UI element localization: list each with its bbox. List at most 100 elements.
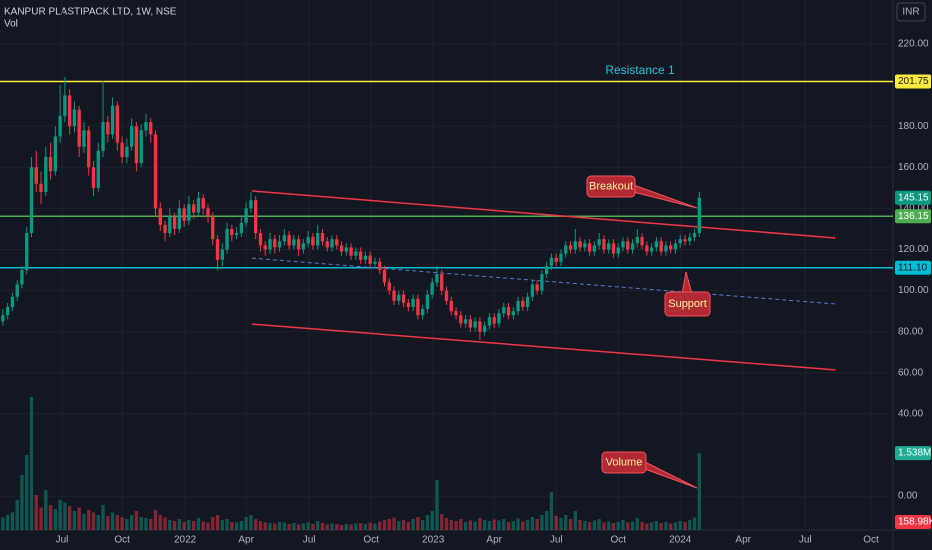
- candle-body: [616, 247, 620, 254]
- volume-bar: [330, 523, 334, 530]
- x-tick-label: Jul: [550, 535, 563, 546]
- candle-body: [678, 239, 682, 244]
- y-tick-label: 0.00: [898, 491, 918, 502]
- volume-bar: [120, 517, 124, 530]
- x-tick-label: Apr: [486, 535, 502, 546]
- volume-bar: [110, 512, 115, 530]
- candle-body: [330, 239, 334, 248]
- volume-bar: [554, 516, 558, 530]
- x-tick-label: Oct: [363, 535, 379, 546]
- x-tick-label: 2024: [669, 535, 692, 546]
- volume-bar: [158, 515, 162, 530]
- candle-body: [177, 208, 182, 229]
- volume-bar: [244, 517, 248, 530]
- candle-body: [487, 317, 492, 326]
- candle-body: [263, 245, 267, 250]
- y-tick-label: 220.00: [898, 39, 929, 50]
- volume-bar: [63, 502, 67, 530]
- candle-body: [239, 222, 244, 234]
- volume-bar: [339, 525, 344, 530]
- candle-body: [516, 300, 520, 312]
- candle-body: [220, 249, 224, 260]
- volume-bar: [363, 524, 368, 530]
- volume-bar: [306, 522, 310, 530]
- candle-body: [540, 274, 544, 291]
- candle-body: [492, 317, 496, 324]
- price-tag-bg: [895, 515, 931, 530]
- candle-body: [654, 241, 659, 248]
- candle-body: [530, 284, 535, 297]
- candle-body: [301, 243, 306, 250]
- volume-bar: [192, 521, 196, 530]
- candle-body: [378, 261, 382, 271]
- volume-bar: [211, 517, 215, 530]
- candle-body: [335, 239, 339, 246]
- candle-body: [392, 290, 396, 301]
- candle-body: [549, 257, 554, 266]
- resistance-label: Resistance 1: [605, 63, 675, 77]
- candle-body: [568, 245, 573, 250]
- candle-body: [468, 319, 473, 328]
- candle-body: [20, 270, 24, 285]
- price-tag: 145.15: [898, 192, 929, 203]
- volume-bar: [87, 510, 91, 530]
- y-tick-label: 180.00: [898, 121, 929, 132]
- volume-bar: [96, 515, 100, 530]
- candle-body: [316, 233, 320, 246]
- volume-bar: [239, 521, 244, 530]
- volume-bar: [382, 520, 387, 530]
- volume-bar: [678, 521, 682, 530]
- volume-bar: [149, 519, 153, 530]
- volume-bar: [697, 453, 701, 530]
- volume-bar: [578, 520, 582, 530]
- volume-bar: [664, 522, 668, 530]
- volume-bar: [688, 520, 692, 530]
- y-tick-label: 80.00: [898, 326, 923, 337]
- candle-body: [635, 237, 639, 244]
- volume-bar: [549, 492, 554, 530]
- volume-bar: [44, 490, 48, 530]
- candle-body: [234, 233, 239, 236]
- volume-bar: [287, 524, 291, 530]
- price-tag-bg: [895, 446, 931, 461]
- candle-body: [545, 265, 549, 275]
- candle-body: [153, 134, 158, 209]
- candle-body: [134, 126, 139, 164]
- x-tick-label: Jul: [799, 535, 812, 546]
- candle-body: [168, 216, 172, 234]
- volume-bar: [420, 520, 425, 530]
- currency-box[interactable]: [896, 2, 926, 22]
- x-tick-label: Apr: [238, 535, 254, 546]
- candle-body: [15, 284, 19, 297]
- volume-bar: [125, 519, 129, 530]
- currency[interactable]: INR: [902, 7, 919, 18]
- candle-body: [511, 311, 515, 316]
- volume-bar: [187, 520, 191, 530]
- volume-bar: [449, 520, 453, 530]
- candle-body: [416, 298, 420, 316]
- candle-body: [144, 122, 148, 131]
- x-tick-label: Apr: [735, 535, 751, 546]
- volume-bar: [616, 522, 620, 530]
- price-tag-bg: [895, 190, 931, 205]
- candle-body: [258, 233, 263, 246]
- volume-bar: [292, 523, 296, 530]
- candle-body: [387, 282, 391, 291]
- volume-bar: [225, 519, 229, 530]
- y-tick-label: 60.00: [898, 367, 923, 378]
- volume-bar: [153, 510, 158, 530]
- candle-body: [454, 311, 458, 316]
- x-tick-label: Oct: [610, 535, 626, 546]
- volume-bar: [516, 518, 520, 530]
- candle-body: [163, 224, 167, 234]
- volume-bar: [182, 522, 186, 530]
- volume-bar: [34, 495, 38, 530]
- candle-body: [254, 200, 258, 234]
- price-tag: 111.10: [898, 262, 928, 273]
- price-tag: 158.98K: [898, 517, 932, 528]
- x-tick-label: 2022: [174, 535, 197, 546]
- volume-bar: [669, 523, 673, 530]
- volume-bar: [144, 518, 148, 530]
